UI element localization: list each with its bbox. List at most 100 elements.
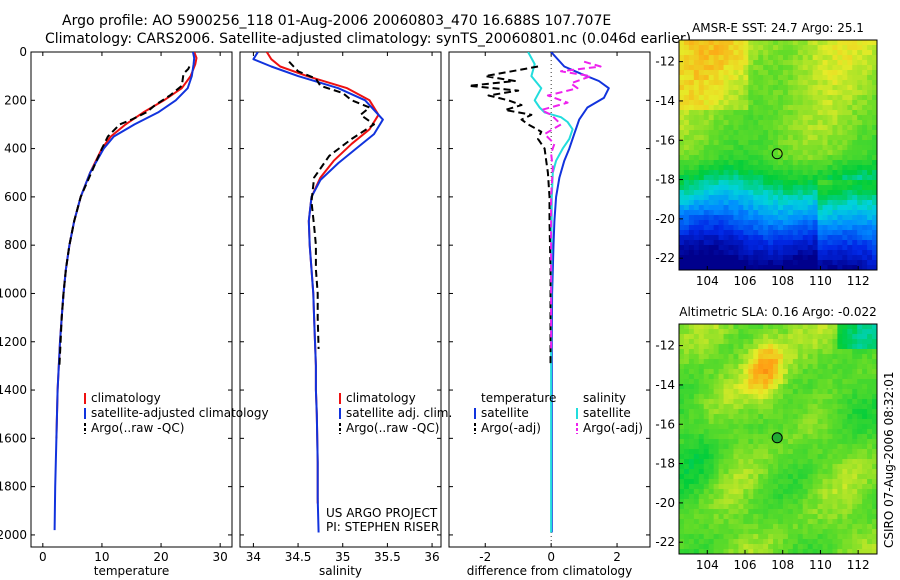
sst-cell — [768, 60, 774, 66]
sst-cell — [807, 150, 814, 156]
sst-cell — [817, 260, 824, 266]
sla-cell — [698, 504, 705, 510]
sst-cell — [718, 115, 725, 121]
sla-cell — [792, 324, 799, 330]
sst-cell — [693, 70, 700, 76]
sla-cell — [842, 354, 848, 360]
sst-cell — [782, 220, 789, 226]
sla-cell — [862, 324, 868, 330]
sst-cell — [847, 180, 853, 186]
sla-cell — [693, 384, 700, 390]
sla-cell — [792, 409, 799, 415]
sst-cell — [708, 155, 715, 161]
sla-cell — [728, 499, 735, 505]
sst-cell — [708, 150, 715, 156]
sst-cell — [827, 265, 834, 270]
sla-cell — [797, 549, 804, 554]
sla-cell — [832, 434, 838, 440]
sst-cell — [787, 85, 794, 91]
sst-cell — [738, 95, 744, 101]
sst-cell — [748, 150, 754, 156]
sla-cell — [822, 499, 829, 505]
sst-cell — [763, 225, 769, 231]
sst-cell — [827, 165, 834, 171]
sla-cell — [733, 534, 739, 540]
sla-cell — [738, 474, 744, 480]
sst-cell — [688, 245, 695, 251]
sst-cell — [708, 170, 715, 176]
sla-cell — [792, 469, 799, 475]
sla-cell — [807, 489, 814, 495]
sst-cell — [743, 220, 749, 226]
sla-cell — [852, 414, 858, 420]
sla-cell — [812, 484, 819, 490]
sst-cell — [827, 115, 834, 121]
sst-cell — [743, 260, 749, 266]
sla-cell — [748, 469, 754, 475]
sla-cell — [723, 549, 730, 554]
sla-cell — [713, 344, 720, 350]
sla-cell — [768, 394, 774, 400]
sla-cell — [852, 504, 858, 510]
sla-cell — [867, 374, 873, 380]
legend-temp-satellite: satellite — [481, 406, 529, 420]
sla-cell — [768, 419, 774, 425]
sla-cell — [728, 514, 735, 520]
sla-cell — [679, 509, 685, 515]
sla-cell — [679, 429, 685, 435]
sst-cell — [768, 75, 774, 81]
sla-cell — [827, 459, 834, 465]
sla-cell — [713, 499, 720, 505]
sst-cell — [708, 230, 715, 236]
sst-cell — [708, 45, 715, 51]
sst-cell — [718, 180, 725, 186]
sla-cell — [837, 429, 843, 435]
sla-cell — [679, 374, 685, 380]
sst-cell — [733, 85, 739, 91]
sla-cell — [847, 444, 853, 450]
sst-cell — [832, 210, 838, 216]
sst-cell — [679, 135, 685, 141]
sla-cell — [807, 544, 814, 550]
sst-cell — [827, 140, 834, 146]
sla-cell — [693, 354, 700, 360]
sst-cell — [837, 75, 843, 81]
sst-cell — [812, 125, 819, 131]
sla-cell — [703, 434, 710, 440]
sst-cell — [792, 135, 799, 141]
sst-cell — [817, 95, 824, 101]
sst-cell — [763, 245, 769, 251]
sla-cell — [718, 534, 725, 540]
sla-cell — [748, 484, 754, 490]
sla-cell — [748, 394, 754, 400]
sst-cell — [763, 210, 769, 216]
sla-cell — [837, 324, 843, 330]
sst-cell — [748, 255, 754, 261]
sla-cell — [847, 349, 853, 355]
sla-cell — [713, 544, 720, 550]
sla-cell — [822, 359, 829, 365]
sst-cell — [797, 220, 804, 226]
sst-cell — [768, 250, 774, 256]
sla-cell — [708, 394, 715, 400]
sst-cell — [822, 165, 829, 171]
sla-cell — [807, 419, 814, 425]
sst-cell — [748, 220, 754, 226]
sla-cell — [822, 324, 829, 330]
sla-cell — [703, 524, 710, 530]
sla-cell — [748, 449, 754, 455]
sla-cell — [679, 344, 685, 350]
sst-cell — [822, 155, 829, 161]
sst-cell — [703, 80, 710, 86]
sst-cell — [743, 115, 749, 121]
sla-cell — [733, 414, 739, 420]
sla-cell — [812, 424, 819, 430]
sst-cell — [703, 50, 710, 56]
sst-cell — [773, 220, 779, 226]
sla-cell — [797, 349, 804, 355]
sst-cell — [718, 200, 725, 206]
sst-cell — [728, 50, 735, 56]
sla-cell — [778, 384, 784, 390]
pi-annotation: PI: STEPHEN RISER — [326, 520, 439, 534]
sla-cell — [827, 389, 834, 395]
